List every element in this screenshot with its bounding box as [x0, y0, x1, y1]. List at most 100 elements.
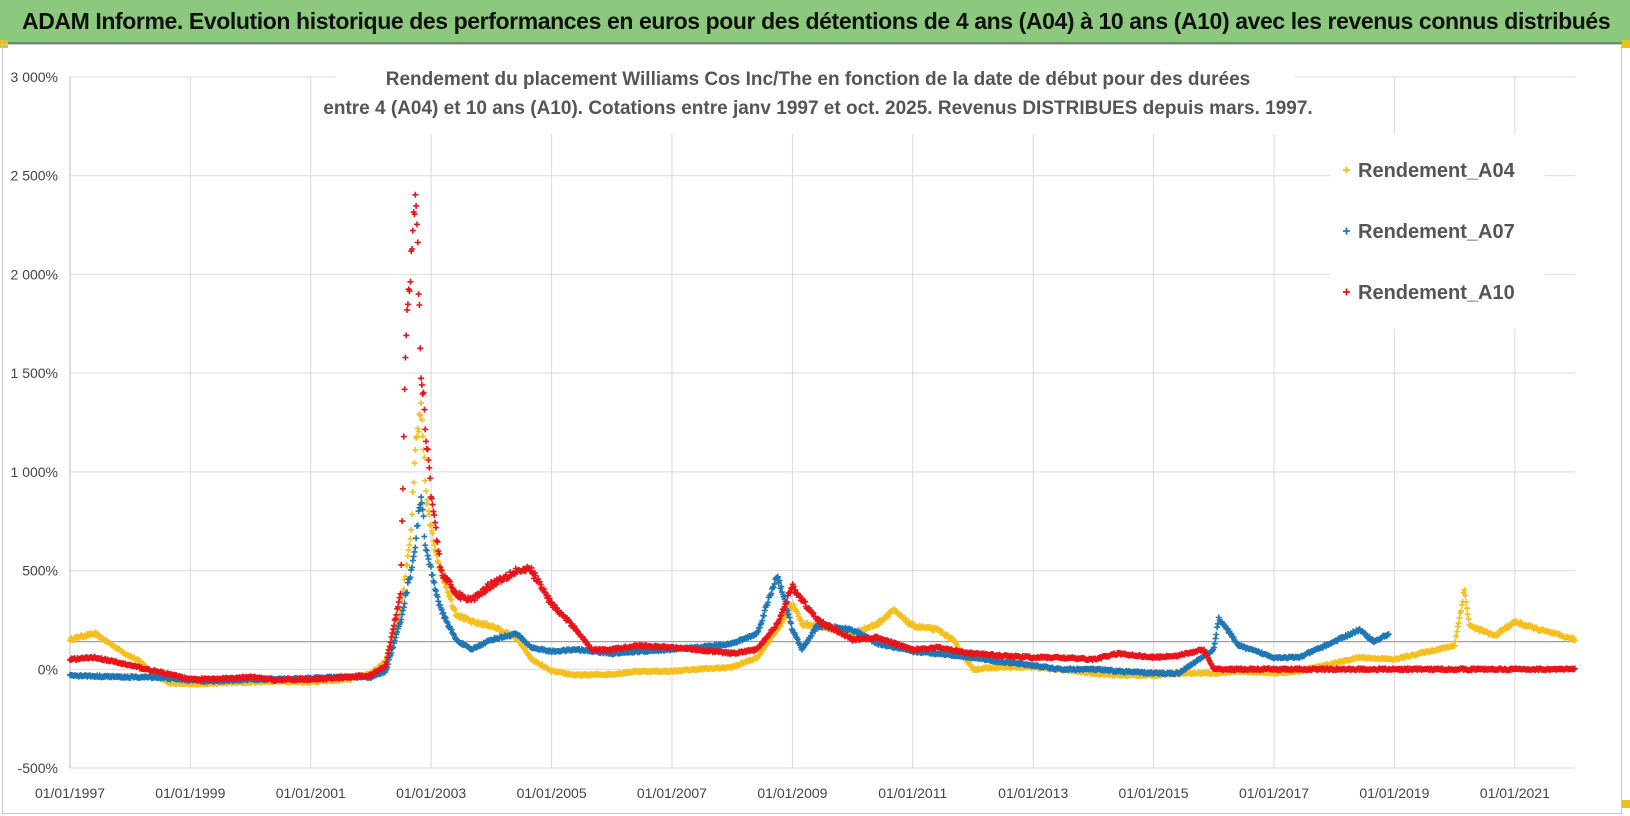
- data-point: [537, 581, 544, 588]
- data-point: [407, 574, 414, 581]
- data-point: [414, 239, 421, 246]
- data-point: [419, 433, 426, 440]
- data-point: [1465, 616, 1472, 623]
- data-point: [418, 400, 425, 407]
- data-point: [389, 630, 396, 636]
- data-point: [426, 464, 433, 471]
- data-point: [451, 605, 457, 612]
- data-point: [407, 278, 414, 285]
- data-point: [446, 592, 453, 599]
- data-point: [421, 533, 428, 540]
- data-point: [422, 477, 429, 484]
- data-point: [438, 567, 445, 574]
- data-point: [416, 302, 423, 308]
- data-point: [772, 624, 779, 631]
- data-point: [423, 438, 429, 445]
- data-point: [788, 620, 795, 627]
- data-point: [404, 306, 411, 313]
- data-point: [397, 590, 404, 597]
- data-point: [404, 589, 411, 596]
- data-point: [440, 609, 447, 616]
- report-title: ADAM Informe. Evolution historique des p…: [22, 8, 1611, 34]
- data-point: [1463, 605, 1470, 612]
- data-point: [771, 580, 778, 587]
- data-point: [776, 577, 783, 584]
- data-point: [516, 638, 523, 645]
- data-point: [412, 447, 419, 453]
- data-point: [399, 518, 406, 525]
- data-point: [420, 389, 427, 396]
- data-point: [448, 596, 455, 603]
- data-point: [1452, 638, 1459, 645]
- data-point: [437, 564, 443, 570]
- data-point: [432, 524, 439, 531]
- data-point: [446, 578, 453, 585]
- data-point: [421, 406, 428, 413]
- data-point: [418, 416, 425, 423]
- data-point: [415, 428, 422, 435]
- data-point: [400, 433, 407, 440]
- data-point: [1462, 592, 1469, 599]
- data-point: [414, 522, 421, 529]
- data-point: [396, 594, 403, 601]
- data-point: [436, 550, 443, 557]
- data-point: [412, 544, 419, 551]
- data-point: [528, 564, 535, 571]
- data-point: [404, 579, 411, 586]
- data-point: [401, 386, 408, 393]
- data-point: [382, 662, 389, 669]
- data-point: [1213, 631, 1220, 638]
- data-point: [1458, 608, 1465, 615]
- data-point: [423, 500, 430, 507]
- data-point: [424, 496, 431, 503]
- data-point: [409, 488, 416, 495]
- data-point: [1385, 631, 1392, 638]
- data-point: [784, 599, 790, 606]
- data-point: [399, 485, 406, 492]
- data-point: [413, 535, 420, 542]
- data-point: [419, 506, 426, 513]
- data-point: [409, 511, 415, 518]
- data-point: [400, 586, 407, 593]
- data-point: [425, 457, 432, 463]
- data-point: [425, 556, 432, 562]
- data-point: [1454, 628, 1460, 635]
- data-point: [410, 479, 417, 486]
- data-point: [421, 454, 428, 461]
- data-point: [416, 504, 423, 511]
- data-point: [1458, 602, 1465, 609]
- data-point: [431, 579, 438, 586]
- data-point: [404, 562, 411, 569]
- data-point: [400, 604, 407, 611]
- series-rendement-a10: [67, 191, 1578, 684]
- data-point: [415, 291, 422, 298]
- data-point: [755, 627, 762, 634]
- data-point: [420, 513, 427, 520]
- data-point: [554, 605, 561, 612]
- data-point: [430, 508, 437, 515]
- data-point: [431, 512, 438, 519]
- data-point: [404, 301, 411, 308]
- data-point: [1461, 587, 1468, 594]
- data-point: [402, 354, 409, 361]
- data-point: [901, 614, 908, 621]
- data-point: [411, 460, 418, 467]
- data-point: [385, 646, 392, 653]
- data-point: [765, 599, 771, 606]
- data-point: [1463, 598, 1470, 605]
- data-point: [429, 530, 436, 537]
- data-point: [393, 611, 400, 618]
- data-point: [429, 571, 436, 578]
- data-point: [418, 375, 425, 382]
- data-point: [774, 573, 781, 580]
- data-point: [384, 654, 391, 661]
- data-point: [418, 499, 425, 506]
- data-point: [761, 607, 768, 614]
- data-point: [417, 412, 424, 419]
- data-point: [428, 563, 434, 570]
- data-point: [399, 607, 406, 614]
- data-point: [816, 616, 823, 623]
- data-point: [408, 526, 415, 533]
- data-point: [403, 332, 410, 339]
- data-point: [412, 191, 419, 198]
